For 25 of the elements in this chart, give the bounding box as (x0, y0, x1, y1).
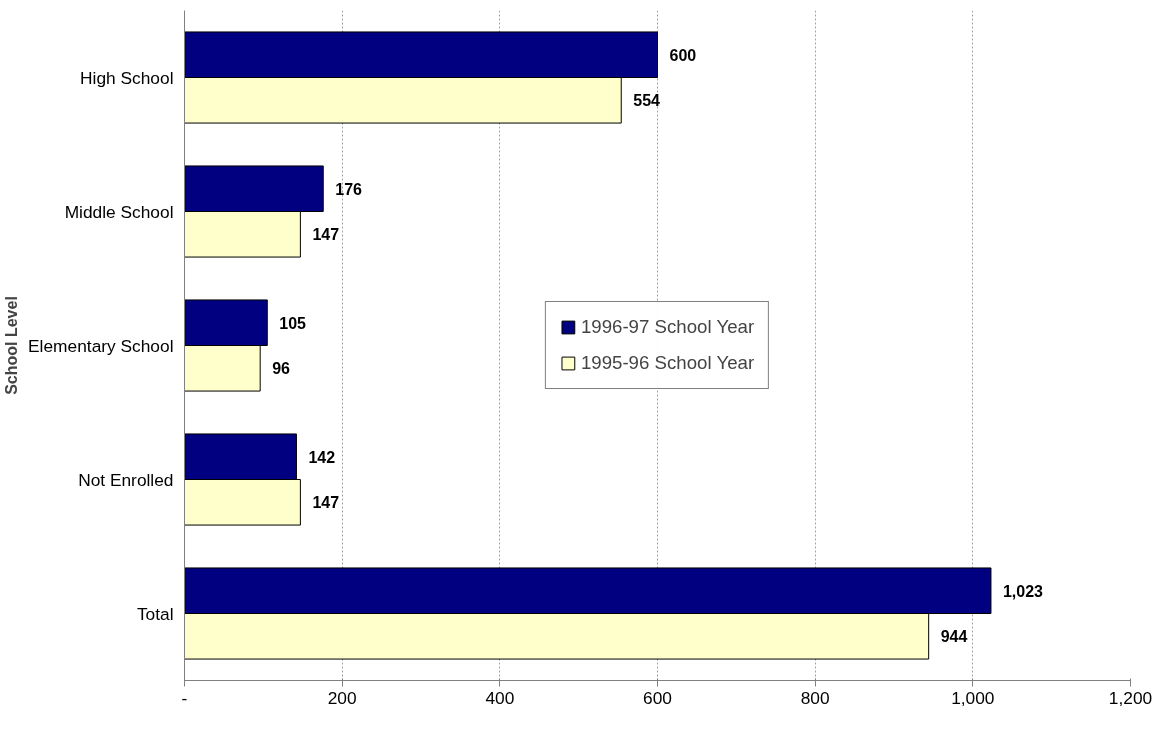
x-tick-label: 1,200 (1108, 687, 1153, 708)
data-label: 944 (940, 628, 968, 646)
x-tick-label: - (181, 687, 188, 708)
data-label: 105 (279, 314, 307, 332)
y-tick-label: Not Enrolled (78, 469, 174, 490)
data-label: 176 (335, 180, 363, 198)
legend-label: 1996-97 School Year (580, 316, 755, 338)
y-tick-label: Total (136, 603, 174, 624)
y-axis-title: School Level (3, 296, 21, 395)
data-label: 554 (633, 92, 661, 110)
x-tick-label: 400 (485, 687, 515, 708)
y-tick-label: Middle School (64, 201, 174, 222)
data-label: 600 (669, 46, 697, 64)
x-tick-label: 600 (643, 687, 672, 708)
x-tick-label: 200 (327, 687, 357, 708)
data-label: 142 (308, 448, 336, 466)
x-tick-label: 1,000 (951, 687, 995, 708)
y-tick-label: High School (80, 67, 174, 88)
legend-label: 1995-96 School Year (580, 352, 755, 374)
data-label: 147 (312, 226, 340, 244)
y-tick-label: Elementary School (28, 335, 174, 356)
data-label: 1,023 (1002, 582, 1044, 600)
data-label: 147 (312, 494, 340, 512)
x-tick-label: 800 (800, 687, 830, 708)
data-label: 96 (272, 360, 291, 378)
